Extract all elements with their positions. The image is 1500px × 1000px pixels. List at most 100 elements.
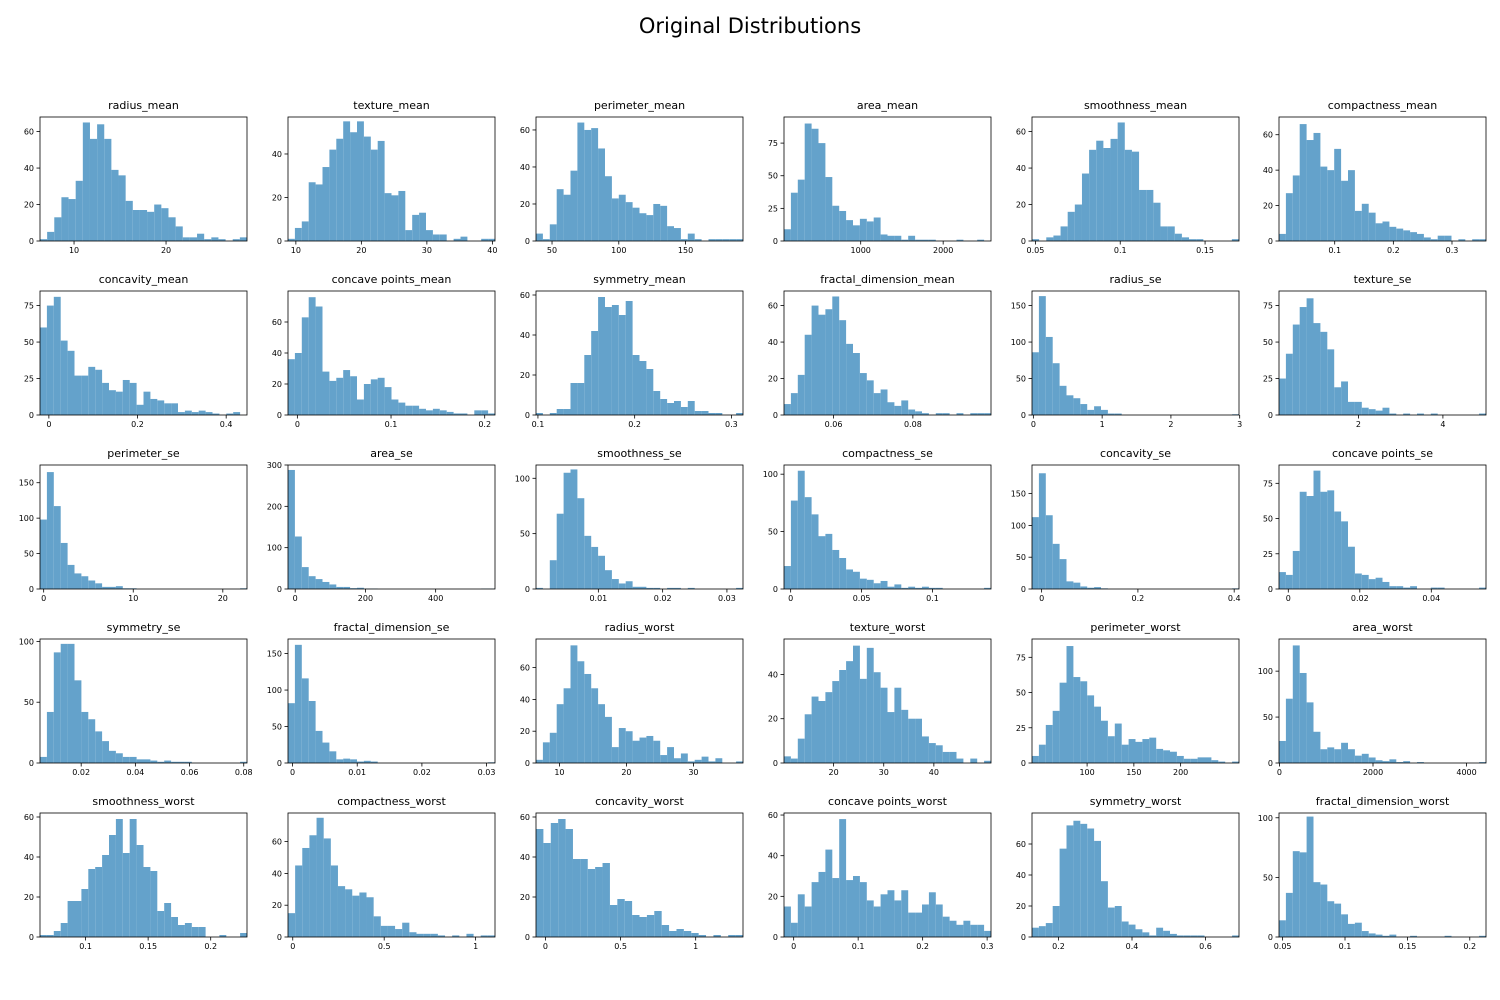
histogram-bar — [212, 413, 220, 415]
plot-frame — [1031, 116, 1240, 242]
histogram-bar — [136, 404, 144, 415]
histogram-bar — [942, 413, 950, 415]
y-tick-label: 50 — [768, 172, 778, 181]
histogram-bar — [60, 542, 68, 589]
histogram-bar — [1320, 331, 1328, 415]
histogram-bar — [53, 652, 61, 763]
histogram-bar — [60, 340, 68, 415]
histogram-bar — [302, 847, 310, 937]
x-tick-label: 200 — [358, 594, 373, 603]
histogram-bar — [570, 645, 578, 763]
histogram-bar — [370, 149, 378, 241]
histogram-bar — [549, 560, 557, 589]
histogram-bar — [1410, 935, 1417, 937]
y-tick-label: 0 — [1021, 759, 1026, 768]
y-tick-label: 0 — [773, 933, 778, 942]
x-tick-label: 400 — [428, 594, 443, 603]
histogram-bar — [549, 732, 557, 763]
histogram-bar — [61, 197, 69, 241]
histogram-bar — [288, 359, 295, 415]
histogram-bar — [125, 200, 133, 241]
x-tick-label: 150 — [678, 246, 693, 255]
histogram-bar — [1094, 840, 1101, 937]
histogram-bar — [536, 587, 543, 589]
histogram-bar — [357, 399, 364, 415]
histogram-bar — [1279, 378, 1286, 415]
histogram-bar — [577, 661, 585, 763]
histogram-bar — [949, 920, 957, 937]
histogram-bar — [839, 210, 847, 241]
histogram-bar — [646, 215, 654, 241]
histogram-bar — [1081, 173, 1090, 241]
histogram-bar — [294, 227, 302, 241]
histogram-bar — [129, 756, 137, 763]
histogram-bar — [1183, 758, 1191, 763]
histogram-bar — [115, 586, 123, 589]
histogram-bar — [818, 701, 826, 763]
histogram-bar — [357, 761, 364, 763]
histogram-bar — [1327, 490, 1335, 589]
histogram-bar — [873, 583, 881, 589]
y-tick-label: 0 — [277, 759, 282, 768]
histogram-bar — [825, 177, 833, 241]
histogram-bar — [790, 758, 798, 763]
histogram-bar — [1231, 239, 1239, 241]
histogram-bar — [866, 647, 874, 763]
histogram-bar — [595, 867, 603, 937]
histogram-bar — [591, 546, 599, 589]
histogram-bar — [1479, 762, 1486, 763]
histogram-bar — [591, 128, 599, 241]
histogram-bar — [556, 409, 564, 415]
histogram-bar — [129, 819, 137, 937]
x-tick-label: 0.2 — [628, 420, 641, 429]
x-tick-label: 0.03 — [718, 594, 736, 603]
histogram-bar — [963, 920, 971, 937]
histogram-bar — [839, 558, 847, 589]
histogram-bar — [81, 711, 89, 763]
histogram-area_se: area_se 0 200 400 0 100 200 300 — [267, 447, 496, 603]
histogram-bar — [687, 587, 695, 589]
histogram-bar — [715, 239, 723, 241]
chart-title: radius_mean — [108, 99, 179, 112]
histogram-bar — [1389, 226, 1397, 241]
histogram-bar — [632, 740, 640, 763]
histogram-bar — [164, 760, 172, 763]
histogram-bar — [804, 906, 812, 937]
histogram-bar — [1382, 407, 1390, 415]
histogram-bar — [46, 305, 54, 415]
histogram-bar — [1389, 413, 1397, 415]
histogram-bar — [674, 758, 681, 763]
histogram-bar — [1403, 413, 1411, 415]
histogram-bar — [1176, 755, 1184, 763]
histogram-bar — [377, 377, 385, 415]
histogram-bar — [336, 586, 344, 589]
histogram-bar — [219, 935, 227, 937]
histogram-bar — [1396, 586, 1404, 589]
histogram-bar — [1052, 363, 1060, 415]
histogram-bar — [295, 865, 303, 937]
histogram-bar — [818, 314, 826, 415]
histogram-bar — [330, 865, 338, 937]
y-tick-label: 150 — [1011, 302, 1026, 311]
histogram-bar — [40, 935, 47, 937]
histogram-bar — [811, 882, 819, 937]
histogram-bar — [1170, 933, 1177, 937]
histogram-bar — [453, 413, 461, 415]
histogram-bar — [1479, 413, 1486, 415]
histogram-bar — [1218, 761, 1226, 763]
histogram-bar — [301, 567, 309, 589]
histogram-bar — [832, 549, 840, 589]
histogram-bar — [556, 513, 564, 589]
histogram-bar — [804, 123, 812, 241]
x-tick-label: 0.4 — [1228, 594, 1241, 603]
histogram-bar — [1382, 761, 1390, 763]
histogram-bar — [343, 758, 351, 763]
x-tick-label: 0 — [41, 594, 46, 603]
histogram-bar — [715, 758, 723, 763]
histogram-bar — [825, 849, 833, 937]
histogram-bar — [1101, 720, 1108, 763]
histogram-texture_worst: texture_worst 20 30 40 0 20 40 — [768, 621, 992, 777]
x-tick-label: 0.04 — [1422, 594, 1440, 603]
histogram-bar — [343, 370, 351, 415]
histogram-bar — [674, 401, 681, 415]
